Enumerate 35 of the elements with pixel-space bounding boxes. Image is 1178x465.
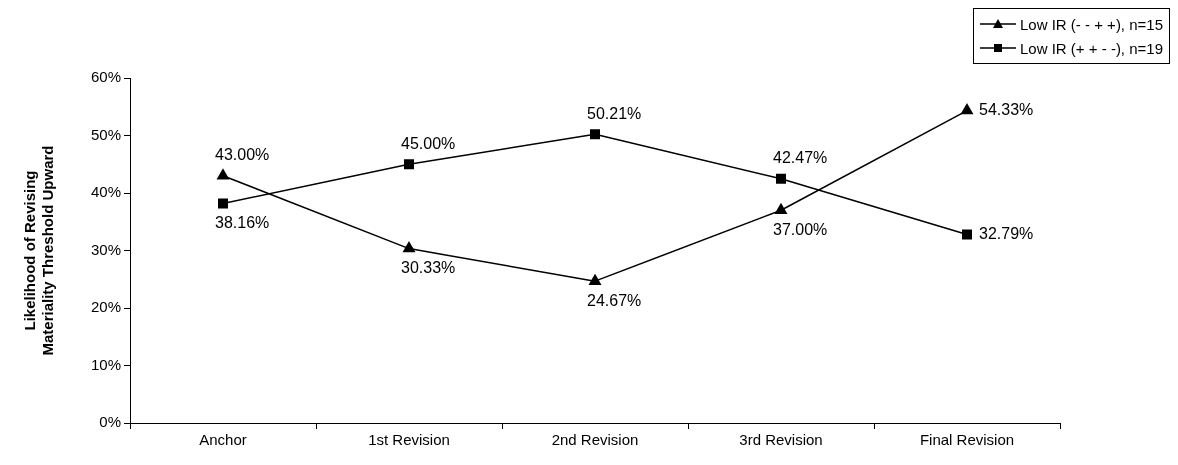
data-label: 32.79% [979,224,1034,242]
point [589,274,601,285]
point [218,198,229,209]
y-tick-label: 30% [90,240,122,258]
y-tick-label: 50% [90,125,122,143]
point [404,159,415,170]
y-tick-label: 40% [90,183,122,201]
data-label: 54.33% [979,101,1034,119]
y-tick-label: 10% [90,355,122,373]
point [403,241,415,253]
x-tick-label: 1st Revision [368,431,450,449]
data-label: 30.33% [401,259,456,277]
point [775,203,787,214]
x-tick-label: Final Revision [919,431,1015,449]
data-label: 50.21% [587,104,642,122]
y-axis-title: Likelihood of Revising Materiality Threshold Upward [21,145,57,356]
point [776,173,786,184]
x-tick-label: 2nd Revision [551,431,639,449]
data-label: 43.00% [215,146,270,164]
point [217,169,229,180]
data-label: 45.00% [401,134,456,152]
data-label: 37.00% [773,220,828,238]
data-label: 24.67% [587,291,642,309]
y-tick-label: 20% [90,298,122,316]
y-tick-label: 60% [90,68,122,86]
legend-label: Low IR (+ + - -), n=19 [1020,39,1163,57]
data-label: 38.16% [215,213,270,231]
x-tick-label: 3rd Revision [739,431,823,449]
data-label: 42.47% [773,149,828,167]
legend-label: Low IR (- - + +), n=15 [1020,15,1163,33]
x-tick-label: Anchor [199,431,247,449]
y-tick-label: 0% [99,413,122,431]
point [590,129,600,140]
point [962,229,972,240]
point [961,103,973,115]
